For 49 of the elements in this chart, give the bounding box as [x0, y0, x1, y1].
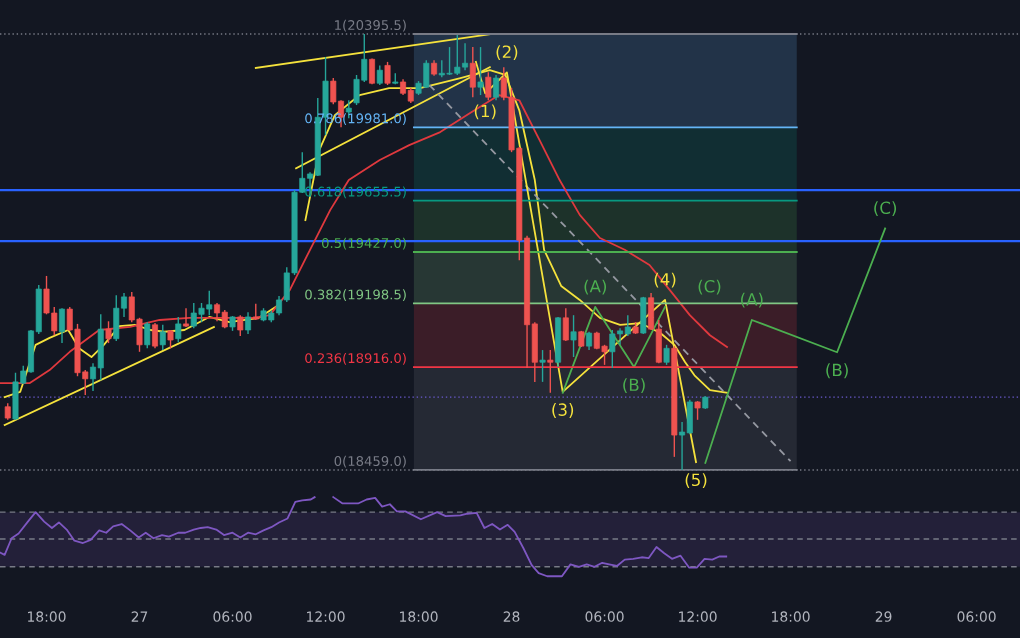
series-label: 1(20395.5) — [335, 19, 406, 32]
candlestick — [485, 71, 492, 101]
x-tick-label: 18:00 — [28, 611, 66, 622]
candlestick — [237, 314, 244, 337]
series-label: 0(18459.0) — [334, 455, 406, 468]
x-tick-label: 27 — [131, 611, 148, 622]
annotation: (1) — [474, 104, 496, 120]
candlestick — [183, 307, 189, 328]
annotation: (C) — [698, 279, 721, 295]
x-tick-label: 12:00 — [307, 611, 345, 622]
annotation: (B) — [623, 378, 645, 394]
candlestick — [679, 421, 686, 471]
x-tick-label: 12:00 — [679, 611, 717, 622]
candlestick — [152, 322, 158, 350]
candlestick — [547, 349, 554, 394]
candlestick — [694, 400, 701, 421]
candlestick — [144, 321, 151, 350]
annotation: (A) — [584, 279, 607, 295]
candlestick — [175, 316, 182, 343]
annotation: (2) — [496, 45, 518, 60]
x-tick-label: 18:00 — [400, 611, 438, 622]
annotation: (B) — [826, 363, 848, 379]
series-label: 0.382(19198.5) — [305, 289, 406, 302]
candlestick — [159, 324, 166, 351]
annotation: (3) — [552, 403, 574, 418]
candlestick — [59, 307, 65, 344]
series-label: 0.236(18916.0) — [305, 352, 406, 365]
candlestick — [469, 46, 476, 98]
x-tick-label: 29 — [875, 611, 892, 622]
candlestick — [384, 61, 391, 86]
x-tick-label: 18:00 — [772, 611, 810, 622]
x-tick-label: 28 — [503, 611, 520, 622]
x-tick-label: 06:00 — [957, 611, 996, 622]
x-tick-label: 06:00 — [213, 611, 252, 622]
annotation: (5) — [685, 473, 707, 489]
candlestick — [663, 344, 670, 366]
x-tick-label: 06:00 — [585, 611, 624, 622]
candlestick — [570, 314, 577, 358]
candlestick — [562, 307, 569, 342]
annotation: (C) — [874, 201, 897, 217]
candlestick — [477, 46, 484, 96]
candlestick — [167, 329, 174, 350]
candlestick — [245, 311, 252, 335]
candlestick — [493, 74, 500, 101]
candlestick — [539, 349, 546, 383]
candlestick — [624, 314, 631, 337]
candlestick — [105, 320, 112, 344]
candlestick — [369, 57, 376, 85]
candlestick — [376, 64, 383, 86]
